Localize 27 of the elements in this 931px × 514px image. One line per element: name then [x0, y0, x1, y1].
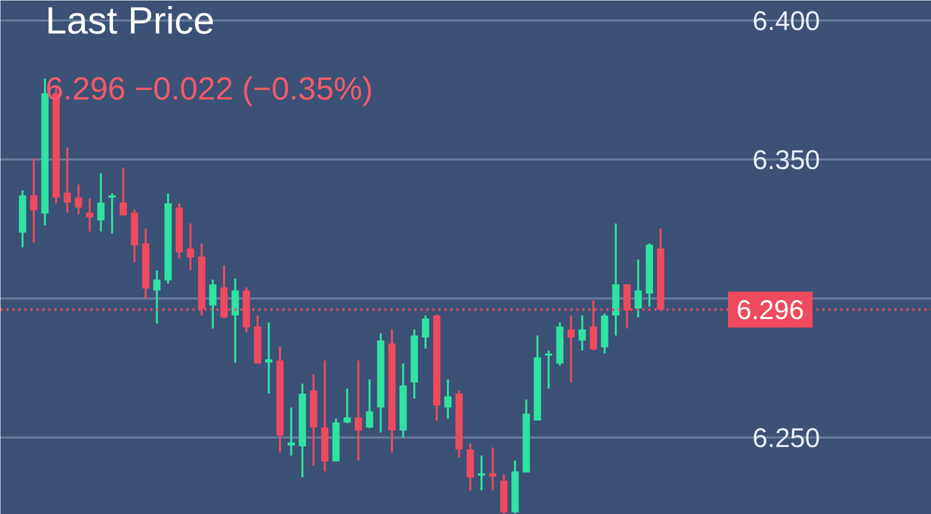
- candlestick: [265, 321, 272, 395]
- candlestick: [153, 269, 161, 325]
- chart-title: Last Price: [46, 0, 214, 42]
- candlestick: [422, 314, 430, 350]
- candlestick: [186, 222, 194, 272]
- annotation: 6.296 −0.022 (−0.35%): [46, 70, 373, 106]
- candlestick: [444, 378, 452, 420]
- y-tick-label: 6.400: [752, 6, 820, 36]
- candlestick: [578, 314, 586, 352]
- candlestick: [545, 349, 552, 390]
- candlestick: [30, 157, 38, 244]
- candlestick: [120, 166, 127, 216]
- candlestick: [354, 359, 362, 462]
- candlestick: [64, 146, 71, 214]
- candlestick: [366, 378, 374, 430]
- candlestick: [209, 278, 216, 330]
- candlestick: [97, 172, 105, 233]
- candlestick: [634, 258, 642, 318]
- y-tick-label: 6.350: [752, 145, 820, 176]
- ref-line-label: 6.296: [736, 295, 804, 326]
- candlestick: [86, 197, 94, 233]
- candlestick: [489, 446, 496, 492]
- candlestick: [344, 388, 351, 424]
- candlestick: [74, 184, 82, 216]
- candlestick: [567, 314, 575, 384]
- candlestick: [288, 406, 295, 457]
- y-tick-label: 6.250: [752, 422, 820, 453]
